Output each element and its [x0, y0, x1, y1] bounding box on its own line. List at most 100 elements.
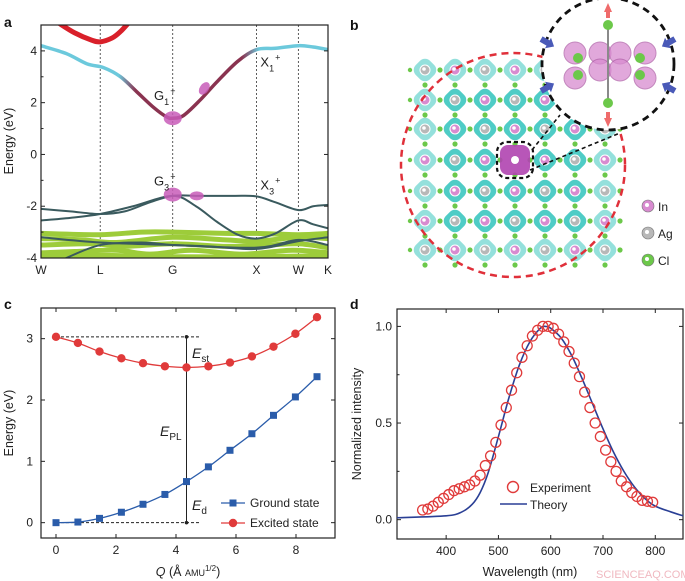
x-tick-label: 400 [436, 544, 456, 558]
ground-state-point [248, 430, 256, 438]
ground-state-point [117, 508, 125, 516]
x-tick-label: 8 [293, 543, 300, 557]
experiment-point [563, 345, 575, 358]
arrow-head [184, 520, 189, 525]
legend-label: Ag [658, 227, 673, 241]
cl-atom [467, 67, 473, 73]
cl-atom [452, 233, 458, 239]
atom-highlight [482, 188, 486, 192]
cl-atom [452, 141, 458, 147]
cl-atom [602, 141, 608, 147]
label-base: X [260, 54, 269, 69]
cl-atom [527, 247, 533, 253]
cl-atom [557, 126, 563, 132]
y-axis-label: Normalized intensity [350, 367, 364, 480]
cl-atom [422, 112, 428, 118]
panel-label-c: c [4, 296, 12, 312]
atom-highlight [452, 218, 456, 222]
cl-atom [482, 262, 488, 268]
label-sub: 3 [164, 183, 169, 193]
cl-atom [512, 233, 518, 239]
ground-state-point [161, 490, 169, 498]
atom-highlight [512, 97, 516, 101]
cl-atom [437, 188, 443, 194]
legend-experiment-marker [506, 480, 520, 494]
inward-arrow-icon [661, 36, 677, 49]
cl-atom [407, 218, 413, 224]
x-tick-label: K [324, 263, 332, 277]
cl-atom [587, 188, 593, 194]
cl-atom [452, 262, 458, 268]
zoom-connector [529, 132, 621, 171]
cl-atom [407, 97, 413, 103]
cl-atom [467, 188, 473, 194]
experiment-point [647, 496, 659, 508]
cl-atom [572, 172, 578, 178]
atom-highlight [482, 67, 486, 71]
experiment-point [500, 401, 512, 414]
cl-atom [542, 233, 548, 239]
excited-state-point [160, 362, 170, 371]
cl-atom [512, 112, 518, 118]
excited-state-point [225, 358, 235, 367]
ground-state-point [74, 518, 82, 526]
arrow-head [184, 335, 189, 339]
experiment-point [474, 469, 486, 481]
excited-state-point [95, 347, 104, 356]
swatch-highlight [645, 257, 649, 261]
cl-atom-inset [635, 70, 645, 80]
cl-atom [467, 126, 473, 132]
cl-atom [587, 218, 593, 224]
label-sup: + [275, 175, 280, 185]
deep-band-line [41, 234, 328, 246]
cl-atom [482, 82, 488, 88]
deep-band-line [41, 229, 328, 238]
orbital-density-blob [163, 111, 182, 126]
label-sub: 1 [269, 63, 274, 73]
plot-frame [396, 308, 684, 540]
x-label-symbol: Q [156, 565, 166, 579]
cl-atom [572, 262, 578, 268]
annotation-e-st: Est [192, 345, 209, 365]
x-label-unit: AMU [185, 568, 205, 578]
atom-highlight [482, 218, 486, 222]
legend-marker [228, 518, 238, 528]
x-tick-label: L [97, 263, 104, 277]
experiment-point [599, 444, 612, 456]
highlight-box [495, 140, 535, 180]
experiment-point [448, 485, 460, 497]
experiment-point [542, 320, 554, 333]
cl-atom-inset [573, 70, 583, 80]
cl-atom [422, 82, 428, 88]
excited-state-point [73, 338, 83, 348]
swatch-highlight [645, 230, 649, 234]
annotation-sub: PL [169, 432, 182, 443]
cl-atom [497, 126, 503, 132]
experiment-point [552, 328, 565, 340]
experiment-point [490, 436, 502, 449]
cl-atom [497, 188, 503, 194]
experiment-point [516, 351, 528, 363]
atom-highlight [482, 97, 486, 101]
x-tick-label: 0 [53, 543, 60, 557]
cl-atom [467, 218, 473, 224]
x-axis-label: Wavelength (nm) [483, 565, 578, 579]
legend-label: Cl [658, 254, 669, 268]
experiment-point [568, 357, 580, 369]
cl-atom [452, 172, 458, 178]
legend-marker [229, 499, 237, 507]
atom-highlight [602, 218, 606, 222]
y-tick-label: -4 [26, 251, 37, 265]
cl-atom [422, 141, 428, 147]
cl-atom [452, 112, 458, 118]
zoom-connector [531, 114, 561, 151]
conduction-band-line [41, 43, 328, 121]
cl-atom [557, 247, 563, 253]
experiment-point [479, 459, 492, 472]
label-sup: + [275, 52, 280, 62]
cl-atom [482, 233, 488, 239]
ground-state-point [204, 463, 212, 471]
excited-state-point [138, 359, 148, 368]
